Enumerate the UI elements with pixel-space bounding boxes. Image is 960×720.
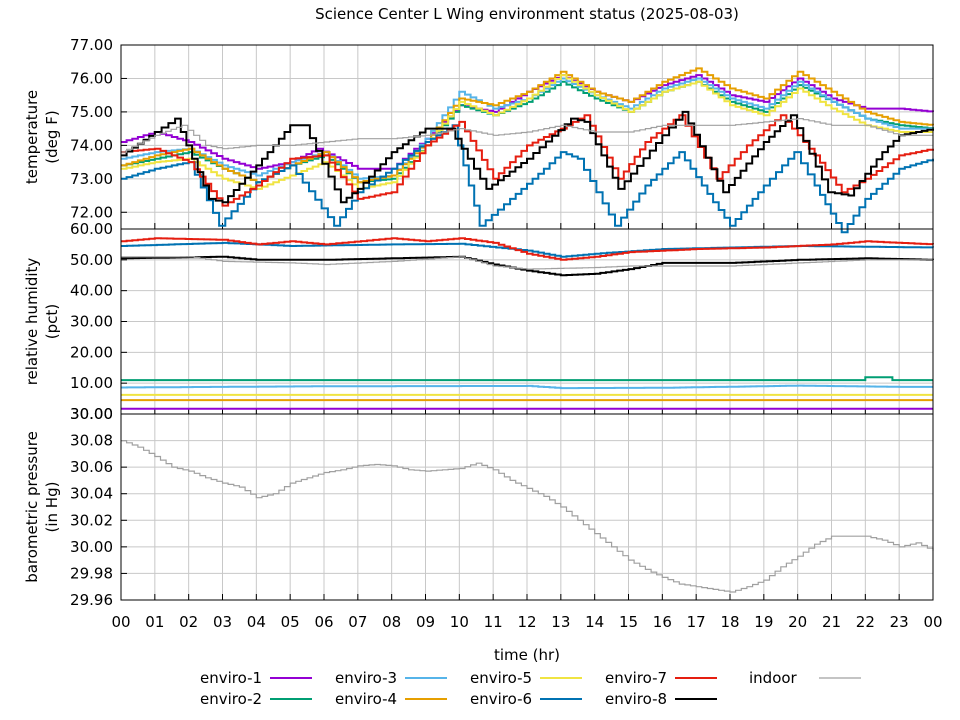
y-tick-label: 29.98 — [70, 564, 113, 582]
legend-entry-enviro-7: enviro-7 — [605, 669, 717, 687]
y-tick-label: 30.00 — [70, 405, 113, 423]
x-tick-label: 09 — [416, 613, 435, 631]
series-line-temperature-indoor — [121, 118, 933, 153]
legend-label: enviro-2 — [200, 690, 262, 708]
x-tick-label: 11 — [484, 613, 503, 631]
x-tick-label: 07 — [348, 613, 367, 631]
y-axis-label: (in Hg) — [43, 482, 61, 533]
x-tick-label: 18 — [720, 613, 739, 631]
series-line-humidity-enviro-7 — [121, 237, 934, 261]
legend-entry-enviro-5: enviro-5 — [470, 669, 582, 687]
legend-label: enviro-3 — [335, 669, 397, 687]
series-line-temperature-enviro-6 — [121, 124, 934, 234]
x-tick-label: 03 — [213, 613, 232, 631]
legend-label: enviro-1 — [200, 669, 262, 687]
legend-label: enviro-4 — [335, 690, 397, 708]
panel-temperature: 72.00 73.00 74.00 75.00 76.00 77.00 temperatur… — [23, 36, 934, 234]
y-tick-label: 30.00 — [70, 538, 113, 556]
x-tick-label: 14 — [585, 613, 604, 631]
x-tick-label: 12 — [517, 613, 536, 631]
y-tick-label: 30.04 — [70, 485, 113, 503]
panel-humidity: 30.00 10.00 20.00 30.00 40.00 50.00 60.00 relat… — [23, 220, 934, 423]
series-line-humidity-enviro-2 — [121, 376, 933, 382]
x-axis-label: time (hr) — [494, 646, 560, 664]
x-tick-label: 13 — [551, 613, 570, 631]
chart-title: Science Center L Wing environment status… — [315, 5, 739, 23]
y-tick-label: 29.96 — [70, 591, 113, 609]
y-tick-label: 72.00 — [70, 203, 113, 221]
y-tick-label: 30.00 — [70, 405, 113, 423]
y-axis-label: temperature — [23, 90, 41, 184]
y-tick-label: 75.00 — [70, 103, 113, 121]
y-tick-label: 50.00 — [70, 251, 113, 269]
x-tick-label: 04 — [247, 613, 266, 631]
x-tick-label: 00 — [111, 613, 130, 631]
legend-label: enviro-7 — [605, 669, 667, 687]
y-axis-label: (pct) — [43, 304, 61, 339]
x-tick-label: 23 — [890, 613, 909, 631]
y-tick-label: 60.00 — [70, 220, 113, 238]
series-line-pressure-indoor — [121, 440, 934, 593]
legend-entry-enviro-4: enviro-4 — [335, 690, 447, 708]
y-tick-label: 20.00 — [70, 343, 113, 361]
y-tick-label: 30.02 — [70, 511, 113, 529]
y-tick-label: 77.00 — [70, 36, 113, 54]
plot-frame — [120, 413, 934, 601]
x-tick-label: 10 — [450, 613, 469, 631]
legend-entry-enviro-1: enviro-1 — [200, 669, 312, 687]
legend-label: enviro-6 — [470, 690, 532, 708]
y-tick-label: 30.00 — [70, 313, 113, 331]
x-tick-label: 02 — [179, 613, 198, 631]
x-tick-label: 17 — [687, 613, 706, 631]
series-line-temperature-enviro-8 — [121, 110, 934, 204]
legend-entry-enviro-6: enviro-6 — [470, 690, 582, 708]
x-tick-label: 15 — [619, 613, 638, 631]
y-tick-label: 10.00 — [70, 374, 113, 392]
y-tick-label: 74.00 — [70, 136, 113, 154]
x-tick-label: 16 — [653, 613, 672, 631]
y-tick-label: 30.08 — [70, 432, 113, 450]
y-axis-label: relative humidity — [23, 258, 41, 386]
series-line-temperature-enviro-7 — [121, 114, 934, 207]
panel-pressure: 29.96 29.98 30.00 30.02 30.04 30.06 30.08 30.00… — [23, 405, 934, 609]
legend-label: enviro-5 — [470, 669, 532, 687]
y-tick-label: 30.06 — [70, 458, 113, 476]
series-line-humidity-enviro-8 — [121, 255, 934, 277]
legend-label: indoor — [749, 669, 798, 687]
x-tick-label: 19 — [754, 613, 773, 631]
x-tick-label: 00 — [923, 613, 942, 631]
y-axis-label: barometric pressure — [23, 431, 41, 583]
legend-label: enviro-8 — [605, 690, 667, 708]
x-tick-label: 20 — [788, 613, 807, 631]
y-axis-label: (deg F) — [43, 110, 61, 163]
legend-entry-indoor: indoor — [749, 669, 861, 687]
legend: enviro-1 enviro-2 enviro-3 enviro-4 enviro-5… — [200, 669, 861, 708]
y-tick-label: 73.00 — [70, 170, 113, 188]
y-tick-label: 40.00 — [70, 282, 113, 300]
x-tick-label: 05 — [281, 613, 300, 631]
legend-entry-enviro-8: enviro-8 — [605, 690, 717, 708]
x-tick-label: 06 — [314, 613, 333, 631]
x-tick-label: 22 — [856, 613, 875, 631]
x-tick-label: 08 — [382, 613, 401, 631]
series-line-humidity-indoor — [121, 256, 933, 270]
y-tick-label: 76.00 — [70, 69, 113, 87]
series-line-humidity-enviro-3 — [121, 384, 933, 390]
x-tick-label: 01 — [145, 613, 164, 631]
legend-entry-enviro-2: enviro-2 — [200, 690, 312, 708]
x-tick-label: 21 — [822, 613, 841, 631]
legend-entry-enviro-3: enviro-3 — [335, 669, 447, 687]
